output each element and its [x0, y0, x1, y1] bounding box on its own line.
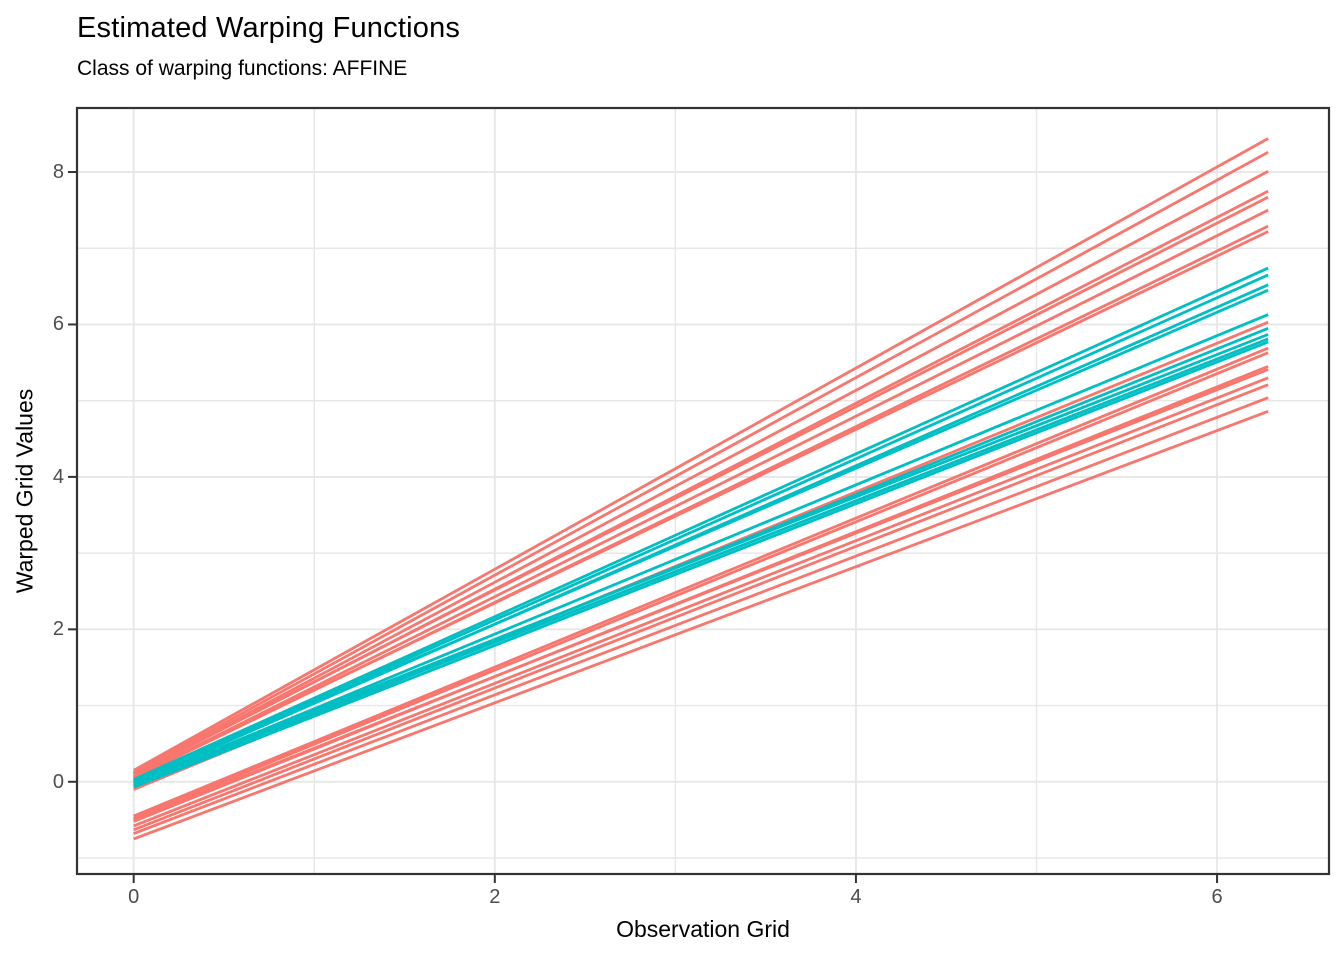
y-tick-label: 6	[52, 313, 64, 336]
warping-line-group_2	[133, 273, 1269, 783]
warping-line-group_1	[133, 150, 1269, 774]
warping-line-group_1	[133, 170, 1269, 776]
warping-line-group_1	[133, 410, 1269, 841]
x-tick-label: 4	[850, 886, 862, 908]
y-axis-title: Warped Grid Values	[11, 388, 38, 594]
warping-line-group_1	[133, 368, 1269, 822]
warping-line-group_1	[133, 230, 1269, 778]
warping-line-group_1	[133, 376, 1269, 828]
x-tick-label: 2	[489, 886, 501, 908]
warping-line-group_2	[133, 340, 1269, 789]
warping-line-group_2	[133, 333, 1269, 784]
y-tick-label: 0	[52, 770, 64, 793]
y-tick-label: 2	[52, 618, 64, 641]
x-tick-label: 0	[128, 886, 140, 908]
warping-line-group_2	[133, 337, 1269, 786]
x-tick-label: 6	[1211, 886, 1223, 908]
panel-background	[77, 108, 1329, 874]
warping-line-group_2	[133, 288, 1269, 782]
panel-border	[75, 106, 1331, 876]
warping-line-group_1	[133, 383, 1269, 832]
warping-line-group_1	[133, 195, 1269, 775]
warping-line-group_2	[133, 266, 1269, 781]
x-axis-title: Observation Grid	[616, 916, 790, 942]
chart-subtitle: Class of warping functions: AFFINE	[77, 57, 408, 80]
y-tick-label: 4	[52, 465, 64, 488]
warping-line-group_2	[133, 313, 1269, 785]
warping-line-group_1	[133, 351, 1269, 820]
warping-line-group_1	[133, 137, 1269, 772]
warping-line-group_1	[133, 396, 1269, 835]
y-tick-label: 8	[52, 161, 64, 184]
warping-line-group_1	[133, 208, 1269, 779]
chart-title: Estimated Warping Functions	[77, 12, 461, 44]
warping-line-group_1	[133, 346, 1269, 818]
